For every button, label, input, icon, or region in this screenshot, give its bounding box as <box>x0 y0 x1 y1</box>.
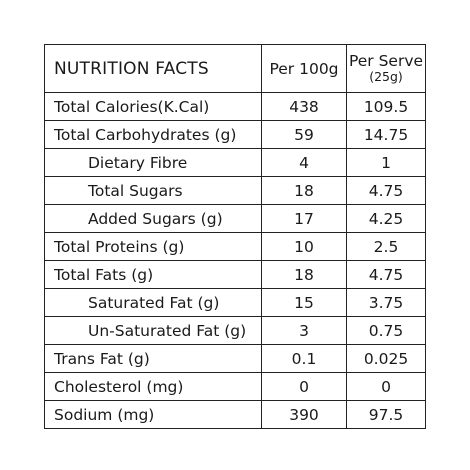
per-serve-value: 2.5 <box>346 232 426 261</box>
per-100g-value: 15 <box>261 288 347 317</box>
nutrient-label: Dietary Fibre <box>44 148 262 177</box>
nutrient-row: Cholesterol (mg) 0 0 <box>44 372 426 401</box>
per-100g-value: 17 <box>261 204 347 233</box>
nutrient-row: Un-Saturated Fat (g) 3 0.75 <box>44 316 426 345</box>
title-cell: NUTRITION FACTS <box>44 44 262 93</box>
per-100g-value: 3 <box>261 316 347 345</box>
nutrient-row: Total Carbohydrates (g) 59 14.75 <box>44 120 426 149</box>
per-100g-value: 10 <box>261 232 347 261</box>
per-serve-value: 4.75 <box>346 176 426 205</box>
per-serve-value: 1 <box>346 148 426 177</box>
nutrient-row: Dietary Fibre 4 1 <box>44 148 426 177</box>
per-100g-value: 59 <box>261 120 347 149</box>
header-row: NUTRITION FACTS Per 100g Per Serve (25g) <box>44 44 426 93</box>
per-100g-header-cell: Per 100g <box>261 44 347 93</box>
nutrient-row: Total Proteins (g) 10 2.5 <box>44 232 426 261</box>
nutrient-label: Total Proteins (g) <box>44 232 262 261</box>
per-100g-value: 0 <box>261 372 347 401</box>
nutrient-row: Total Calories(K.Cal) 438 109.5 <box>44 92 426 121</box>
nutrient-row: Added Sugars (g) 17 4.25 <box>44 204 426 233</box>
per-serve-value: 4.75 <box>346 260 426 289</box>
per-serve-value: 97.5 <box>346 400 426 429</box>
per-100g-value: 18 <box>261 176 347 205</box>
table-title: NUTRITION FACTS <box>54 58 209 79</box>
per-100g-value: 390 <box>261 400 347 429</box>
per-serve-value: 109.5 <box>346 92 426 121</box>
nutrient-label: Un-Saturated Fat (g) <box>44 316 262 345</box>
nutrient-label: Total Fats (g) <box>44 260 262 289</box>
per-serve-value: 0.025 <box>346 344 426 373</box>
nutrient-label: Total Carbohydrates (g) <box>44 120 262 149</box>
per-serve-value: 0.75 <box>346 316 426 345</box>
nutrient-row: Trans Fat (g) 0.1 0.025 <box>44 344 426 373</box>
per-100g-value: 4 <box>261 148 347 177</box>
nutrient-label: Sodium (mg) <box>44 400 262 429</box>
per-100g-value: 18 <box>261 260 347 289</box>
per-serve-value: 0 <box>346 372 426 401</box>
per-100g-header: Per 100g <box>269 59 339 78</box>
nutrient-label: Total Sugars <box>44 176 262 205</box>
per-100g-value: 438 <box>261 92 347 121</box>
nutrient-row: Total Sugars 18 4.75 <box>44 176 426 205</box>
nutrient-label: Total Calories(K.Cal) <box>44 92 262 121</box>
nutrient-label: Trans Fat (g) <box>44 344 262 373</box>
per-serve-value: 3.75 <box>346 288 426 317</box>
per-serve-header-cell: Per Serve (25g) <box>346 44 426 93</box>
nutrient-label: Saturated Fat (g) <box>44 288 262 317</box>
per-serve-header: Per Serve <box>348 51 424 70</box>
per-serve-value: 4.25 <box>346 204 426 233</box>
serving-size-header: (25g) <box>369 68 403 84</box>
per-serve-value: 14.75 <box>346 120 426 149</box>
per-100g-value: 0.1 <box>261 344 347 373</box>
nutrient-row: Sodium (mg) 390 97.5 <box>44 400 426 429</box>
nutrient-label: Added Sugars (g) <box>44 204 262 233</box>
nutrition-table-body: NUTRITION FACTS Per 100g Per Serve (25g)… <box>44 44 426 429</box>
nutrient-row: Saturated Fat (g) 15 3.75 <box>44 288 426 317</box>
nutrient-label: Cholesterol (mg) <box>44 372 262 401</box>
nutrient-row: Total Fats (g) 18 4.75 <box>44 260 426 289</box>
nutrition-facts-table: NUTRITION FACTS Per 100g Per Serve (25g)… <box>44 44 426 429</box>
